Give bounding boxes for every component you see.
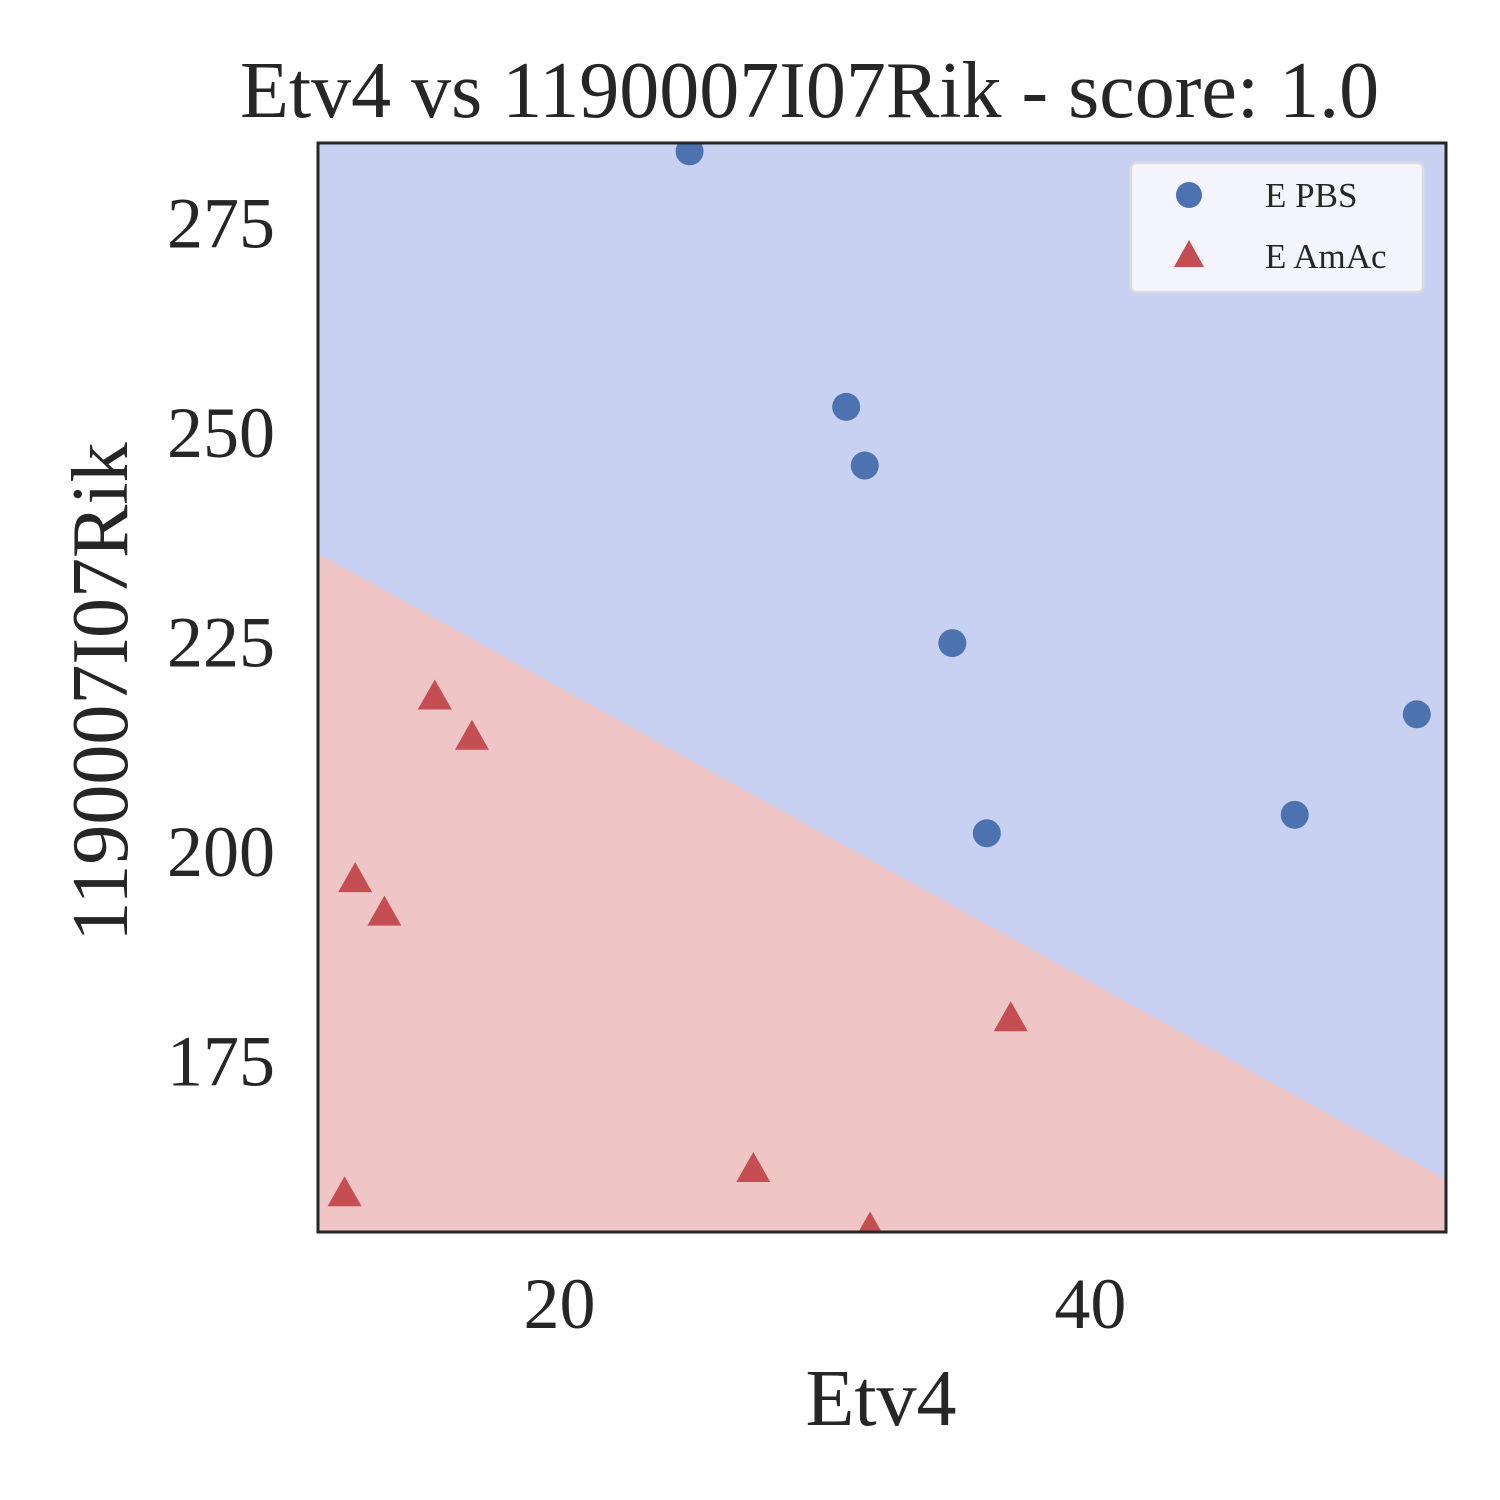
legend-label-e-amac: E AmAc: [1265, 237, 1387, 276]
plot-frame: [316, 141, 1448, 1234]
legend-box: [1129, 161, 1425, 294]
y-axis-label: 1190007I07Rik: [57, 442, 145, 941]
point-e-amac: [993, 1001, 1028, 1032]
y-tick-label: 250: [167, 393, 275, 473]
point-e-pbs: [832, 392, 861, 421]
point-e-pbs: [938, 629, 967, 658]
point-e-amac: [858, 1211, 882, 1232]
point-e-amac: [367, 895, 402, 926]
x-tick-label: 40: [1054, 1264, 1126, 1344]
decision-regions: [318, 143, 1446, 1232]
point-e-pbs: [675, 143, 704, 166]
data-points: [327, 143, 1431, 1232]
y-tick-label: 275: [167, 184, 275, 264]
chart-title: Etv4 vs 1190007I07Rik - score: 1.0: [240, 47, 1379, 135]
point-e-amac: [454, 719, 489, 750]
x-axis-label: Etv4: [805, 1355, 956, 1443]
y-ticks: 175 200 225 250 275: [167, 184, 275, 1102]
point-e-pbs: [1280, 800, 1309, 829]
point-e-pbs: [972, 819, 1001, 848]
y-tick-label: 200: [167, 812, 275, 892]
y-tick-label: 225: [167, 602, 275, 682]
point-e-amac: [327, 1176, 362, 1207]
legend-label-e-pbs: E PBS: [1265, 176, 1357, 215]
region-e-amac: [318, 553, 1446, 1232]
legend-marker-e-pbs: [1176, 182, 1202, 208]
x-ticks: 20 40: [524, 1264, 1127, 1344]
point-e-amac: [417, 679, 452, 710]
legend-marker-e-amac: [1174, 240, 1204, 267]
point-e-amac: [736, 1152, 771, 1183]
y-tick-label: 175: [167, 1021, 275, 1101]
point-e-pbs: [1402, 700, 1431, 729]
point-e-amac: [338, 862, 373, 893]
point-e-pbs: [850, 451, 879, 480]
legend: E PBS E AmAc: [1129, 161, 1425, 294]
x-tick-label: 20: [524, 1264, 596, 1344]
